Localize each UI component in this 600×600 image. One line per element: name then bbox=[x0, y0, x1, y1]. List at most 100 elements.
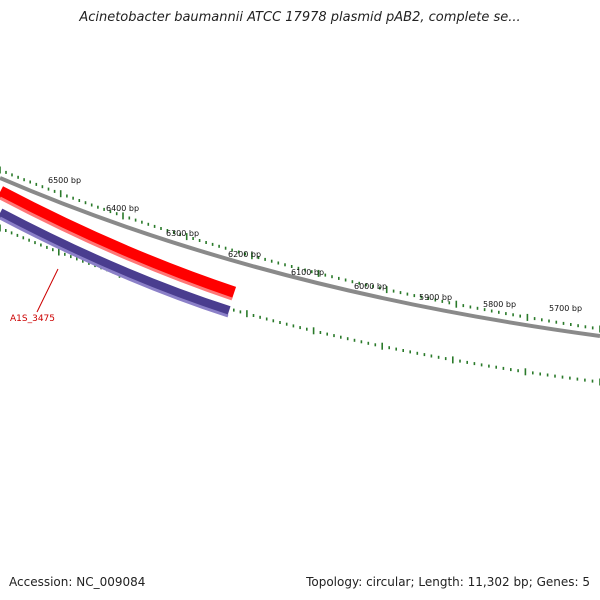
minor-tick bbox=[40, 243, 42, 247]
minor-tick bbox=[76, 257, 78, 261]
minor-tick bbox=[570, 323, 572, 326]
minor-tick bbox=[270, 259, 273, 263]
gene-label-a1s-3475[interactable]: A1S_3475 bbox=[10, 314, 55, 324]
minor-tick bbox=[239, 310, 242, 314]
minor-tick bbox=[192, 237, 194, 240]
major-tick bbox=[312, 327, 315, 335]
minor-tick bbox=[409, 350, 411, 354]
tick-label: 6400 bp bbox=[106, 204, 139, 213]
minor-tick bbox=[109, 210, 112, 214]
minor-tick bbox=[179, 233, 181, 237]
minor-tick bbox=[430, 354, 433, 358]
minor-tick bbox=[198, 239, 201, 242]
tick-label: 5900 bp bbox=[419, 293, 452, 302]
minor-tick bbox=[502, 366, 505, 370]
minor-tick bbox=[577, 324, 579, 328]
minor-tick bbox=[546, 373, 549, 377]
minor-tick bbox=[510, 368, 512, 372]
genes-label: Genes: bbox=[536, 575, 579, 589]
major-tick bbox=[381, 342, 383, 350]
minor-tick bbox=[29, 180, 31, 184]
minor-tick bbox=[413, 294, 416, 298]
minor-tick bbox=[459, 359, 461, 363]
minor-tick bbox=[259, 315, 261, 319]
minor-tick bbox=[512, 313, 514, 317]
minor-tick bbox=[52, 248, 54, 252]
minor-tick bbox=[423, 353, 426, 357]
minor-tick bbox=[22, 236, 25, 240]
minor-tick bbox=[233, 308, 235, 312]
minor-tick bbox=[351, 280, 354, 284]
minor-tick bbox=[519, 314, 521, 318]
major-tick bbox=[122, 212, 124, 220]
major-tick bbox=[246, 310, 248, 318]
minor-tick bbox=[306, 327, 308, 331]
minor-tick bbox=[292, 324, 295, 328]
gene-forward-highlight bbox=[0, 196, 233, 301]
minor-tick bbox=[205, 241, 207, 244]
minor-tick bbox=[388, 346, 390, 350]
minor-tick bbox=[115, 212, 118, 216]
tick-label: 5800 bp bbox=[483, 300, 516, 309]
major-tick bbox=[452, 356, 454, 364]
minor-tick bbox=[591, 379, 594, 383]
minor-tick bbox=[134, 218, 137, 222]
minor-tick bbox=[5, 170, 7, 174]
minor-tick bbox=[90, 203, 93, 207]
minor-tick bbox=[218, 244, 220, 248]
minor-tick bbox=[11, 173, 13, 177]
minor-tick bbox=[279, 321, 281, 324]
minor-tick bbox=[346, 337, 349, 341]
minor-tick bbox=[264, 257, 266, 261]
minor-tick bbox=[576, 377, 579, 381]
minor-tick bbox=[353, 338, 356, 342]
minor-tick bbox=[284, 263, 286, 267]
minor-tick bbox=[237, 250, 240, 254]
minor-tick bbox=[561, 375, 564, 379]
minor-tick bbox=[569, 376, 571, 380]
minor-tick bbox=[299, 326, 301, 330]
minor-tick bbox=[141, 220, 143, 224]
gene-reverse-highlight bbox=[0, 216, 229, 318]
tick-labels: 6500 bp 6400 bp 6300 bp 6200 bp 6100 bp … bbox=[48, 176, 582, 313]
minor-tick bbox=[548, 319, 550, 323]
minor-tick bbox=[290, 265, 293, 268]
minor-tick bbox=[211, 242, 214, 246]
minor-tick bbox=[469, 305, 472, 309]
gene-forward-strand bbox=[0, 186, 237, 300]
minor-tick bbox=[160, 227, 162, 230]
minor-tick bbox=[82, 259, 84, 263]
minor-tick bbox=[297, 266, 300, 270]
minor-tick bbox=[533, 317, 536, 321]
minor-tick bbox=[365, 283, 367, 287]
minor-tick bbox=[17, 175, 19, 179]
accession-info: Accession: NC_009084 bbox=[9, 575, 145, 589]
minor-tick bbox=[441, 299, 444, 303]
minor-tick bbox=[147, 222, 150, 226]
minor-tick bbox=[360, 340, 363, 344]
minor-tick bbox=[541, 318, 543, 322]
minor-tick bbox=[517, 369, 519, 373]
minor-tick bbox=[480, 363, 483, 367]
minor-tick bbox=[591, 326, 594, 330]
minor-tick bbox=[265, 317, 268, 321]
major-tick bbox=[59, 190, 62, 198]
minor-tick bbox=[505, 312, 507, 316]
major-tick bbox=[58, 248, 60, 256]
tick-label: 6200 bp bbox=[228, 250, 261, 259]
major-tick bbox=[455, 300, 458, 308]
minor-tick bbox=[128, 216, 131, 220]
minor-tick bbox=[272, 319, 275, 323]
minor-tick bbox=[448, 301, 451, 305]
major-tick bbox=[185, 233, 188, 241]
minor-tick bbox=[476, 306, 479, 310]
topology-info: Topology: circular; Length: 11,302 bp; G… bbox=[306, 575, 590, 589]
minor-tick bbox=[420, 295, 423, 299]
minor-tick bbox=[434, 298, 437, 302]
minor-tick bbox=[324, 273, 327, 277]
minor-tick bbox=[358, 281, 360, 285]
minor-tick bbox=[495, 365, 497, 369]
minor-tick bbox=[444, 357, 447, 361]
minor-tick bbox=[304, 268, 306, 272]
